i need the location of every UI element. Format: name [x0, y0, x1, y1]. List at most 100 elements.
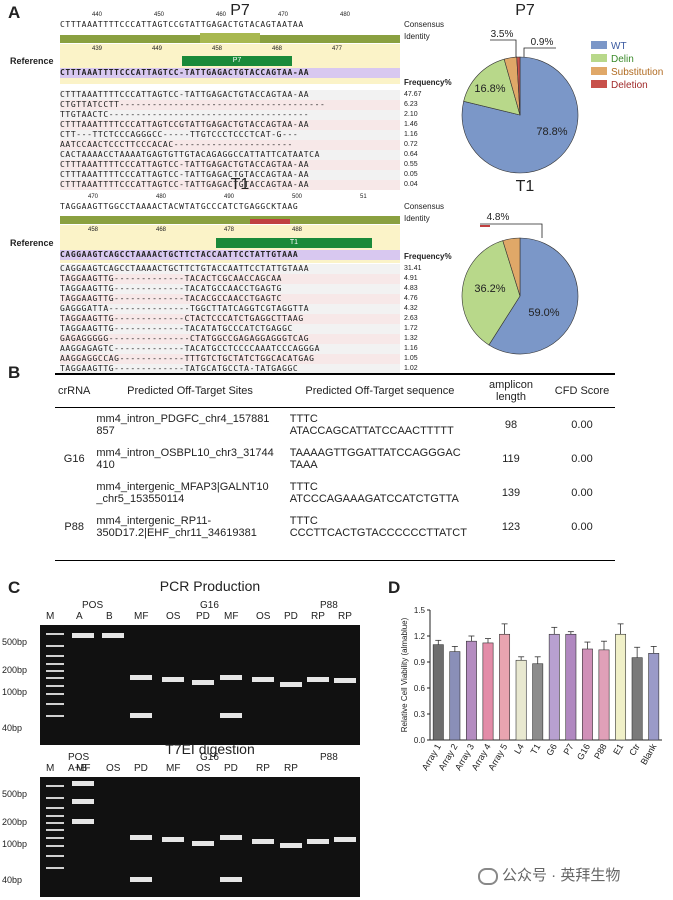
ladder-band: [46, 785, 64, 787]
gel-band: [162, 677, 184, 682]
group-label-g16: G16: [200, 600, 219, 611]
pie-slice-substitution: [502, 237, 521, 297]
read-frequency: 1.16: [404, 131, 418, 138]
bar-array-2: [449, 651, 461, 741]
pie-slice-wt: [488, 237, 579, 355]
t7-title: T7EI digestion: [165, 741, 255, 757]
lane-label: RP: [256, 763, 270, 774]
ladder-band: [46, 715, 64, 717]
tick-label: 480: [156, 194, 167, 200]
gel-band: [72, 633, 94, 638]
ladder-band: [46, 837, 64, 839]
t1-consensus-label: Consensus: [404, 202, 445, 211]
legend-label: Deletion: [611, 80, 648, 91]
bar-array-3: [465, 640, 477, 741]
size-label: 200bp: [2, 817, 28, 827]
read-row: TAGGAAGTTG-------------TATGCATGCCTA-TATG…: [60, 364, 400, 374]
x-tick-label: P7: [561, 742, 575, 757]
cell-cfd: 0.00: [571, 487, 593, 499]
group-label-pos: POS A+B: [68, 752, 90, 774]
pcr-title: PCR Production: [159, 578, 261, 594]
read-row: CTT---TTCTCCCAGGGCC-----TTGTCCCTCCCTCAT-…: [60, 130, 400, 140]
size-label: 100bp: [2, 687, 28, 697]
gel-band: [192, 841, 214, 846]
panel-d-letter: D: [388, 578, 401, 597]
size-label: 500bp: [2, 789, 28, 799]
lane-label: RP: [284, 763, 298, 774]
gel-band: [72, 781, 94, 786]
legend-item-delin: Delin: [591, 53, 671, 66]
x-tick-label: Ctr: [627, 742, 642, 757]
pie-label-wt: 78.8%: [536, 126, 567, 138]
bar-p7: [565, 633, 577, 741]
table-row: mm4_intron_PDGFC_chr4_157881 857 TTTC ATA…: [55, 408, 615, 443]
gel-band: [252, 677, 274, 682]
ladder-band: [46, 807, 64, 809]
read-row: TAGGAAGTTG-------------TACACGCCAACCTGAGT…: [60, 294, 400, 304]
lane-label: OS: [256, 611, 271, 622]
cell-crrna: [55, 476, 93, 510]
tick-label: 458: [88, 227, 99, 233]
legend-label: WT: [611, 41, 627, 52]
read-frequency: 4.83: [404, 285, 418, 292]
t1-reference-label: Reference: [10, 238, 54, 248]
tick-label: 458: [212, 46, 223, 52]
read-row: GAGAGGGGG---------------CTATGGCCGAGAGGAG…: [60, 334, 400, 344]
group-label-pos: POS: [82, 600, 104, 611]
read-frequency: 2.63: [404, 315, 418, 322]
gel-band: [280, 843, 302, 848]
bar-array-5: [499, 633, 511, 741]
col-sites: Predicted Off-Target Sites: [93, 374, 287, 408]
lane-label: A: [76, 611, 83, 622]
y-tick-label: 1.2: [414, 632, 426, 641]
p7-reference-label: Reference: [10, 56, 54, 66]
col-sequence: Predicted Off-Target sequence: [286, 374, 473, 408]
p7-consensus-label: Consensus: [404, 20, 445, 29]
tick-label: 450: [154, 12, 165, 18]
ladder-band: [46, 797, 64, 799]
lane-label: OS: [106, 763, 121, 774]
gel-band: [220, 713, 242, 718]
cell-seq: TAAAAGTTGGATTATCCAGGGAC TAAA: [289, 447, 461, 471]
gel-band: [130, 877, 152, 882]
lane-label: MF: [166, 763, 181, 774]
table-row: P88 mm4_intergenic_RP11- 350D17.2|EHF_chr…: [55, 510, 615, 544]
y-tick-label: 1.5: [414, 606, 426, 615]
read-frequency: 47.67: [404, 91, 422, 98]
panel-c-letter: C: [8, 578, 21, 597]
tick-label: 480: [340, 12, 351, 18]
tick-label: 477: [332, 46, 343, 52]
read-frequency: 4.76: [404, 295, 418, 302]
y-axis-label: Relative Cell Viability (almablue): [400, 617, 409, 732]
gel-band: [192, 680, 214, 685]
cell-site: mm4_intron_PDGFC_chr4_157881 857: [96, 413, 270, 437]
read-row: TAGGAAGTTG-------------TACATGCCAACCTGAGT…: [60, 284, 400, 294]
cell-len: 98: [504, 419, 518, 431]
panel-b-letter: B: [8, 363, 21, 382]
read-frequency: 1.02: [404, 365, 418, 372]
tick-label: 449: [152, 46, 163, 52]
tick-label: 490: [224, 194, 235, 200]
ladder-band: [46, 677, 64, 679]
lane-label: M: [46, 611, 55, 622]
read-frequency: 0.55: [404, 161, 418, 168]
read-row: CTTTAAATTTTCCCATTAGTCC-TATTGAGACTGTACCAG…: [60, 180, 400, 190]
p7-guide-bar: P7: [182, 56, 292, 66]
tick-label: 468: [156, 227, 167, 233]
t1-identity-label: Identity: [404, 214, 430, 223]
read-row: CTTTAAATTTTCCCATTAGTCCGTATTGAGACTGTACCAG…: [60, 120, 400, 130]
pie-slice-delin: [463, 58, 521, 116]
watermark-text: 公众号 · 英拜生物: [502, 867, 621, 884]
legend-swatch: [591, 80, 607, 88]
tick-label: 51: [360, 194, 367, 200]
gel-band: [72, 819, 94, 824]
bar-g6: [548, 633, 560, 741]
legend-label: Delin: [611, 54, 634, 65]
tick-label: 468: [272, 46, 283, 52]
gel-band: [130, 675, 152, 680]
lane-label: OS: [196, 763, 211, 774]
t7-gel: [40, 777, 360, 897]
lane-label: MF: [224, 611, 239, 622]
lane-label: PD: [224, 763, 238, 774]
read-row: CTTTAAATTTTCCCATTAGTCC-TATTGAGACTGTACCAG…: [60, 90, 400, 100]
